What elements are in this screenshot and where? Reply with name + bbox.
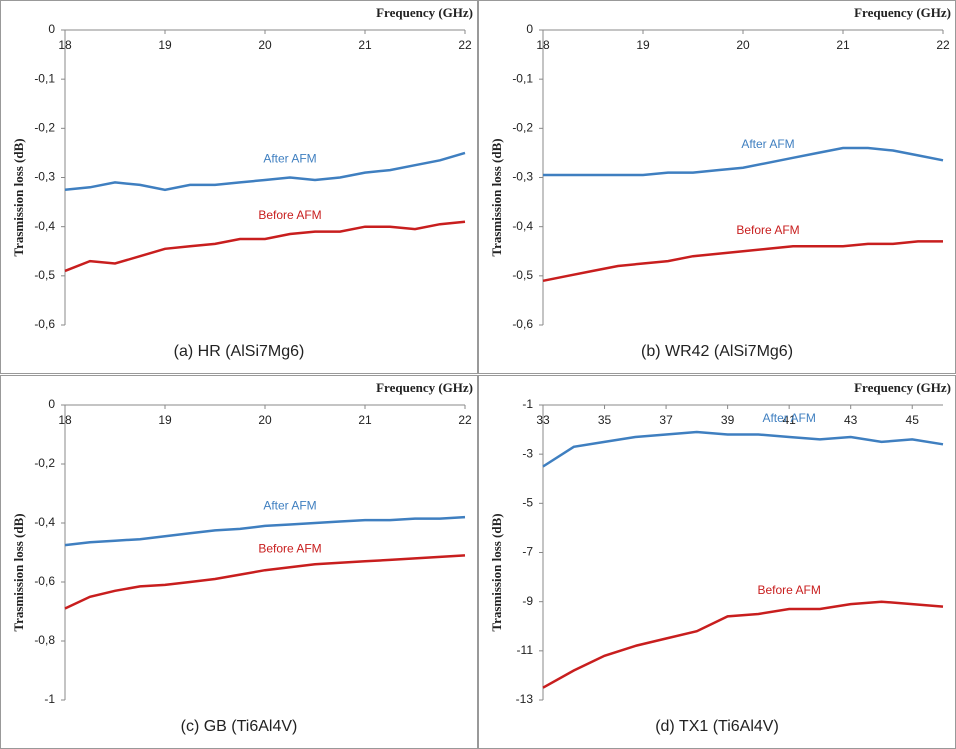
y-tick-label: -9: [522, 594, 533, 608]
y-tick-label: 0: [48, 22, 55, 36]
x-tick-label: 19: [158, 38, 172, 52]
panel-border: [0, 0, 478, 374]
chart-title: (a) HR (AlSi7Mg6): [174, 343, 305, 360]
y-tick-label: -3: [522, 446, 533, 460]
chart-panel: -1 -3 -5 -7 -9 -11 -13 33 35 37 39 41 43 45 Frequency …: [478, 375, 956, 749]
series-label: Before AFM: [258, 541, 321, 555]
y-tick-label: -0,5: [34, 268, 55, 282]
x-tick-label: 18: [536, 38, 550, 52]
x-tick-label: 18: [58, 413, 72, 427]
y-axis-label: Trasmission loss (dB): [11, 513, 26, 631]
y-tick-label: -0,3: [34, 170, 55, 184]
y-tick-label: -0,1: [34, 71, 55, 85]
x-tick-label: 18: [58, 38, 72, 52]
y-tick-label: -0,8: [34, 633, 55, 647]
chart-title: (b) WR42 (AlSi7Mg6): [641, 343, 793, 360]
x-tick-label: 22: [458, 38, 472, 52]
y-tick-label: -0,4: [34, 515, 55, 529]
y-axis-label: Trasmission loss (dB): [11, 138, 26, 256]
x-axis-label: Frequency (GHz): [854, 5, 951, 20]
x-tick-label: 43: [844, 413, 858, 427]
series-line: [543, 146, 944, 177]
series-label: After AFM: [741, 137, 794, 151]
y-tick-label: 0: [526, 22, 533, 36]
x-tick-label: 21: [358, 38, 372, 52]
x-tick-label: 33: [536, 413, 550, 427]
series-label: Before AFM: [258, 208, 321, 222]
panel-border: [0, 375, 478, 749]
series-line: [542, 600, 944, 689]
series-label: Before AFM: [736, 223, 799, 237]
y-tick-label: -0,2: [34, 121, 55, 135]
series-line: [64, 151, 466, 192]
y-axis-label: Trasmission loss (dB): [489, 513, 504, 631]
y-tick-label: -1: [44, 692, 55, 706]
y-tick-label: -0,3: [512, 170, 533, 184]
chart-panel: 0 -0,1 -0,2 -0,3 -0,4 -0,5 -0,6 18 19 20 21 22 Frequ…: [0, 0, 478, 374]
x-tick-label: 20: [258, 38, 272, 52]
y-tick-label: -0,6: [34, 317, 55, 331]
x-tick-label: 21: [836, 38, 850, 52]
x-tick-label: 35: [598, 413, 612, 427]
y-tick-label: -0,4: [512, 219, 533, 233]
y-tick-label: -0,4: [34, 219, 55, 233]
x-tick-label: 41: [782, 413, 796, 427]
panel-border: [478, 375, 956, 749]
series-line: [64, 220, 466, 273]
y-tick-label: -11: [517, 643, 534, 657]
x-tick-label: 37: [659, 413, 673, 427]
x-axis-label: Frequency (GHz): [376, 380, 473, 395]
series-line: [64, 515, 466, 547]
series-line: [64, 554, 466, 610]
x-tick-label: 20: [258, 413, 272, 427]
series-label: After AFM: [263, 499, 316, 513]
y-tick-label: -0,1: [512, 71, 533, 85]
y-tick-label: -0,2: [512, 121, 533, 135]
y-tick-label: -0,6: [512, 317, 533, 331]
y-tick-label: -0,6: [34, 574, 55, 588]
y-tick-label: -0,2: [34, 456, 55, 470]
y-axis-label: Trasmission loss (dB): [489, 138, 504, 256]
x-tick-label: 22: [936, 38, 950, 52]
chart-title: (d) TX1 (Ti6Al4V): [655, 718, 779, 735]
x-tick-label: 39: [721, 413, 735, 427]
series-line: [542, 430, 944, 468]
series-label: After AFM: [263, 152, 316, 166]
x-tick-label: 19: [636, 38, 650, 52]
x-tick-label: 20: [736, 38, 750, 52]
x-tick-label: 22: [458, 413, 472, 427]
y-tick-label: -5: [522, 496, 533, 510]
series-line: [542, 240, 943, 283]
x-axis-label: Frequency (GHz): [854, 380, 951, 395]
y-tick-label: -7: [522, 545, 533, 559]
chart-panel: 0 -0,2 -0,4 -0,6 -0,8 -1 18 19 20 21 22 Frequency (…: [0, 375, 478, 749]
series-label: Before AFM: [757, 583, 820, 597]
series-label: After AFM: [762, 411, 815, 425]
x-tick-label: 19: [158, 413, 172, 427]
y-tick-label: 0: [48, 397, 55, 411]
x-tick-label: 21: [358, 413, 372, 427]
y-tick-label: -13: [516, 692, 534, 706]
x-tick-label: 45: [906, 413, 920, 427]
x-axis-label: Frequency (GHz): [376, 5, 473, 20]
panel-border: [478, 0, 956, 374]
chart-title: (c) GB (Ti6Al4V): [181, 718, 298, 735]
chart-panel: 0 -0,1 -0,2 -0,3 -0,4 -0,5 -0,6 18 19 20 21 22 Frequ…: [478, 0, 956, 374]
y-tick-label: -0,5: [512, 268, 533, 282]
y-tick-label: -1: [522, 397, 533, 411]
